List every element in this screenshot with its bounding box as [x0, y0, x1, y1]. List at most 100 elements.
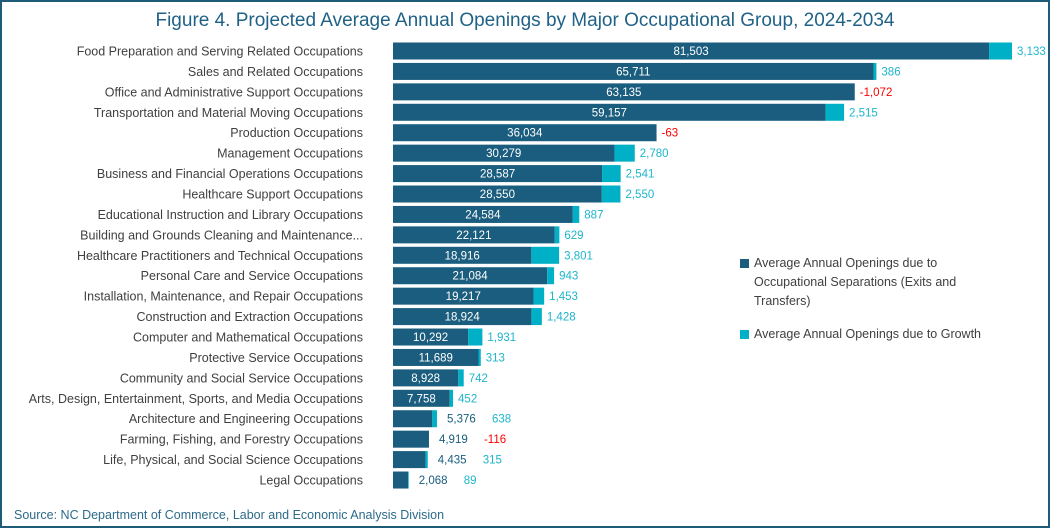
bar-separations [393, 205, 573, 223]
category-label: Building and Grounds Cleaning and Mainte… [80, 228, 363, 242]
legend-item-growth: Average Annual Openings due to Growth [740, 325, 1000, 344]
bar-growth [989, 42, 1012, 60]
category-label: Business and Financial Operations Occupa… [97, 167, 363, 181]
data-label-separations: 65,711 [616, 66, 650, 78]
data-label-growth: 1,931 [487, 332, 516, 344]
bar-growth [468, 328, 483, 346]
data-label-growth: -116 [484, 434, 506, 446]
data-label-separations: 24,584 [465, 209, 501, 221]
data-label-growth: 1,453 [549, 291, 578, 303]
bar-growth [449, 389, 454, 407]
bar-growth [825, 103, 845, 121]
data-label-growth: 315 [483, 455, 502, 467]
bar-separations [393, 185, 602, 203]
bar-growth [614, 144, 635, 162]
bar-separations [393, 226, 555, 244]
data-label-growth: 2,550 [625, 189, 654, 201]
category-label: Educational Instruction and Library Occu… [98, 208, 363, 222]
data-label-growth: 943 [559, 271, 578, 283]
category-label: Legal Occupations [259, 474, 363, 488]
legend-label-growth: Average Annual Openings due to Growth [754, 327, 982, 341]
bar-growth [458, 369, 464, 387]
category-label: Production Occupations [230, 126, 363, 140]
bar-separations [393, 246, 532, 264]
bar-separations [393, 124, 657, 142]
data-label-separations: 18,916 [445, 250, 480, 262]
bar-separations [393, 83, 855, 101]
bar-growth [554, 226, 560, 244]
data-label-separations: 4,919 [439, 434, 468, 446]
data-label-separations: 81,503 [673, 46, 708, 58]
bar-separations [393, 42, 990, 60]
category-label: Personal Care and Service Occupations [141, 269, 363, 283]
bar-growth [432, 410, 437, 428]
data-label-growth: 3,133 [1017, 46, 1046, 58]
data-label-growth: 2,541 [626, 169, 655, 181]
data-label-growth: 742 [469, 373, 488, 385]
data-label-separations: 7,758 [407, 393, 436, 405]
bar-separations [393, 165, 603, 183]
data-label-separations: 30,279 [486, 148, 521, 160]
bar-growth [547, 267, 555, 285]
category-label: Community and Social Service Occupations [120, 371, 363, 385]
data-label-separations: 2,068 [419, 475, 448, 487]
data-label-separations: 10,292 [413, 332, 448, 344]
data-label-separations: 19,217 [446, 291, 481, 303]
bar-growth [601, 185, 621, 203]
data-label-separations: 63,135 [606, 87, 641, 99]
bar-growth [408, 471, 409, 489]
data-label-growth: 2,515 [849, 107, 878, 119]
category-label: Food Preparation and Serving Related Occ… [77, 45, 363, 59]
category-label: Arts, Design, Entertainment, Sports, and… [29, 392, 363, 406]
bar-separations [393, 144, 615, 162]
data-label-separations: 22,121 [456, 230, 491, 242]
data-label-separations: 11,689 [419, 352, 453, 364]
bar-separations [393, 471, 409, 489]
legend-swatch-separations [740, 259, 749, 268]
chart-title: Figure 4. Projected Average Annual Openi… [155, 10, 895, 31]
bar-separations [393, 103, 826, 121]
data-label-separations: 28,587 [480, 169, 515, 181]
source-note: Source: NC Department of Commerce, Labor… [14, 508, 445, 522]
data-label-growth: 887 [584, 209, 603, 221]
data-label-separations: 36,034 [507, 128, 543, 140]
bar-separations [393, 430, 429, 448]
bar-separations [393, 451, 426, 469]
category-label: Office and Administrative Support Occupa… [105, 85, 363, 99]
bar-separations [393, 389, 450, 407]
bar-separations [393, 62, 874, 80]
category-label: Farming, Fishing, and Forestry Occupatio… [120, 433, 363, 447]
category-label: Healthcare Support Occupations [182, 188, 363, 202]
category-label: Architecture and Engineering Occupations [129, 412, 363, 426]
data-label-growth: 638 [492, 414, 511, 426]
bar-growth [531, 308, 542, 326]
data-label-growth: 386 [881, 66, 900, 78]
bar-separations [393, 308, 532, 326]
category-label: Healthcare Practitioners and Technical O… [77, 249, 363, 263]
category-label: Sales and Related Occupations [188, 65, 363, 79]
bar-separations [393, 348, 479, 366]
data-label-growth: 89 [464, 475, 477, 487]
data-label-separations: 28,550 [480, 189, 515, 201]
data-label-growth: 2,780 [640, 148, 669, 160]
data-label-separations: 59,157 [592, 107, 627, 119]
bar-growth [425, 451, 428, 469]
bar-growth [531, 246, 560, 264]
legend-item-separations: Average Annual Openings due to Occupatio… [740, 254, 1000, 311]
data-label-growth: 3,801 [564, 250, 593, 262]
bar-growth [602, 165, 621, 183]
data-label-growth: 629 [564, 230, 583, 242]
bar-separations [393, 267, 548, 285]
bar-separations [393, 328, 469, 346]
data-label-separations: 8,928 [411, 373, 440, 385]
legend: Average Annual Openings due to Occupatio… [740, 254, 1000, 358]
data-label-growth: -1,072 [860, 87, 893, 99]
data-label-growth: 1,428 [547, 312, 576, 324]
category-label: Transportation and Material Moving Occup… [94, 106, 363, 120]
category-label: Construction and Extraction Occupations [136, 310, 363, 324]
bar-growth [533, 287, 545, 305]
category-label: Protective Service Occupations [189, 351, 363, 365]
data-label-separations: 21,084 [453, 271, 489, 283]
